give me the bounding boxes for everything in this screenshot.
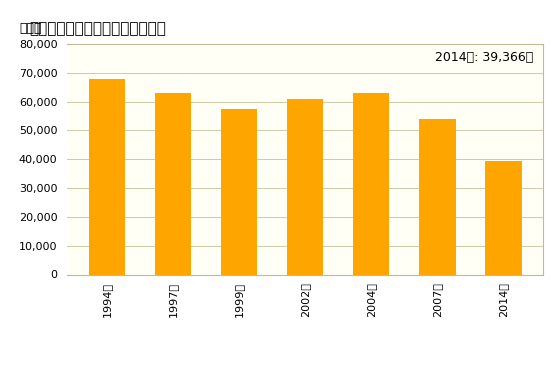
Bar	[155, 93, 191, 274]
Bar	[221, 109, 257, 274]
Bar	[419, 119, 456, 274]
Text: 各種商品小売業の従業者数の推移: 各種商品小売業の従業者数の推移	[29, 21, 166, 36]
Bar	[353, 93, 390, 274]
Bar	[486, 161, 522, 274]
Bar	[88, 79, 125, 274]
Text: ［人］: ［人］	[20, 22, 42, 35]
Text: 2014年: 39,366人: 2014年: 39,366人	[436, 51, 534, 64]
Bar	[287, 99, 323, 274]
